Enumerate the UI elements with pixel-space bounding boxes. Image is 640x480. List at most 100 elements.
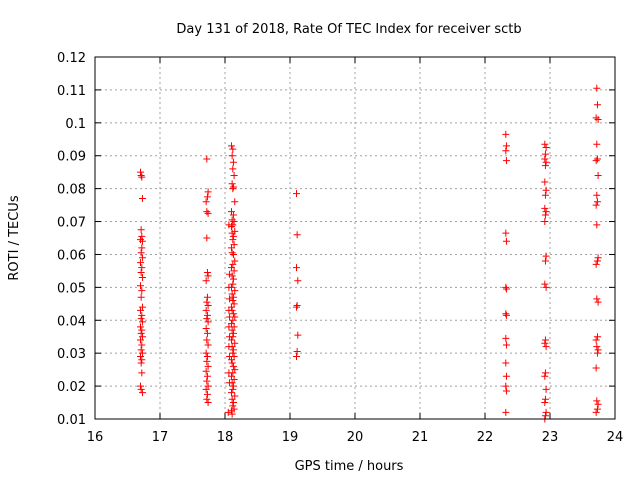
data-point	[203, 390, 211, 398]
data-point	[137, 259, 144, 267]
data-point	[542, 385, 550, 393]
data-point	[229, 221, 237, 229]
data-point	[229, 362, 237, 370]
data-point	[138, 318, 146, 326]
data-point	[228, 336, 235, 344]
data-point	[541, 395, 549, 403]
data-point	[594, 298, 602, 306]
data-point	[228, 229, 236, 237]
data-point	[228, 343, 236, 351]
data-point	[228, 379, 236, 387]
data-point	[541, 211, 549, 219]
data-point	[593, 257, 601, 265]
data-point	[138, 173, 146, 181]
data-point	[204, 188, 212, 196]
data-point	[229, 260, 237, 268]
data-point	[541, 412, 549, 420]
data-point	[137, 306, 144, 314]
data-point	[229, 399, 237, 407]
data-point	[137, 346, 145, 354]
data-point	[202, 367, 210, 375]
data-point	[294, 277, 302, 285]
data-point	[228, 306, 236, 314]
x-tick-label: 23	[542, 430, 559, 445]
data-point	[137, 336, 144, 344]
data-point	[203, 155, 211, 163]
data-point	[229, 280, 237, 288]
data-point	[203, 336, 211, 344]
data-point	[293, 301, 301, 309]
data-point	[228, 395, 236, 403]
y-tick-label: 0.01	[57, 413, 86, 428]
data-point	[541, 155, 549, 163]
data-point	[203, 377, 211, 385]
data-point	[203, 352, 211, 360]
data-point	[593, 198, 601, 206]
data-point	[541, 162, 549, 170]
data-point	[228, 410, 236, 418]
data-point	[541, 140, 549, 148]
data-point	[228, 283, 235, 291]
data-point	[202, 325, 210, 332]
data-point	[541, 218, 549, 226]
data-point	[228, 244, 235, 252]
data-point	[137, 226, 145, 234]
data-point	[229, 165, 237, 173]
data-point	[202, 306, 210, 314]
data-point	[226, 295, 234, 303]
data-point	[293, 190, 300, 198]
data-point	[593, 333, 601, 341]
data-point	[138, 326, 146, 334]
data-point	[502, 341, 510, 349]
data-point	[229, 316, 237, 324]
x-tick-label: 24	[607, 430, 624, 445]
data-point	[204, 399, 212, 407]
data-point	[592, 157, 600, 165]
data-point	[231, 198, 239, 206]
data-point	[138, 264, 146, 272]
data-point	[138, 232, 146, 240]
data-point	[229, 145, 237, 153]
data-point	[138, 311, 146, 319]
data-point	[542, 343, 550, 351]
data-point	[593, 140, 601, 148]
data-point	[229, 385, 237, 393]
data-point	[502, 387, 510, 395]
data-point	[138, 254, 146, 262]
y-tick-labels: 0.01 0.02 0.03 0.04 0.05 0.06 0.07 0.08 0.09 0.1 0…	[57, 51, 86, 428]
data-point	[228, 142, 235, 150]
data-point	[541, 191, 549, 199]
data-point	[502, 359, 510, 367]
data-point	[541, 336, 549, 344]
data-point	[502, 130, 510, 138]
data-point	[294, 331, 302, 339]
data-point	[502, 283, 510, 291]
data-point	[137, 385, 145, 393]
data-point	[229, 333, 237, 341]
data-point	[202, 349, 210, 357]
data-point	[137, 249, 145, 257]
data-point	[229, 329, 237, 337]
data-point	[138, 244, 146, 252]
data-point	[228, 303, 235, 311]
data-point	[138, 341, 146, 349]
y-tick-label: 0.04	[57, 314, 86, 329]
y-tick-label: 0.11	[57, 84, 86, 99]
data-point	[137, 282, 144, 290]
data-point	[230, 267, 238, 275]
data-point	[592, 336, 600, 344]
data-point	[293, 231, 301, 239]
data-point	[229, 346, 237, 354]
data-point	[137, 269, 145, 277]
data-point	[230, 171, 238, 179]
data-point	[138, 369, 146, 377]
data-point	[138, 389, 146, 397]
y-tick-label: 0.08	[57, 183, 86, 198]
chart-title: Day 131 of 2018, Rate Of TEC Index for r…	[176, 22, 521, 37]
data-point	[229, 402, 237, 410]
data-point	[137, 382, 144, 390]
data-point	[137, 168, 144, 176]
data-point	[229, 382, 237, 390]
